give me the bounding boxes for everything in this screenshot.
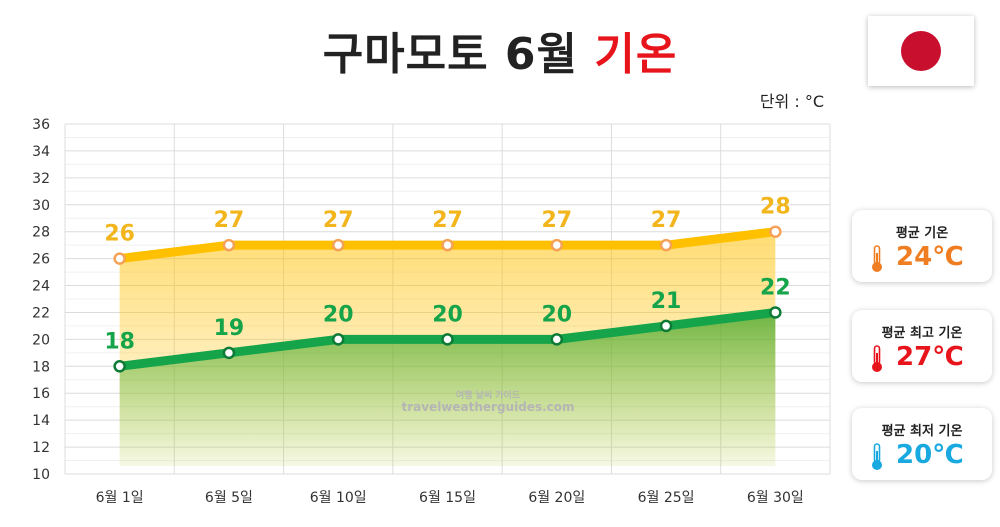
x-tick-label: 6월 30일 [747,490,804,506]
chart-points [113,225,782,373]
low-temp-point [769,306,782,319]
x-tick-label: 6월 20일 [528,490,585,506]
chart-areas [119,231,776,466]
high-temp-data-label: 27 [323,208,354,233]
thermometer-icon [872,245,882,272]
high-temp-point [441,238,454,252]
low-temp-point [113,360,126,373]
high-temp-point [113,252,126,265]
low-temp-point [331,333,345,346]
watermark-line2: travelweatherguides.com [401,400,574,414]
y-tick-label: 18 [32,359,50,375]
max-temp-value: 27℃ [896,342,964,372]
high-temp-data-label: 27 [651,208,682,233]
high-temp-data-label: 27 [214,208,245,233]
high-temp-data-label: 26 [104,222,135,247]
title-accent: 기온 [594,29,678,80]
y-tick-label: 24 [32,279,50,295]
y-tick-label: 20 [32,332,50,348]
flag-red-disc [901,31,941,71]
y-tick-label: 30 [32,198,50,214]
low-temp-data-label: 20 [432,302,463,327]
y-axis: 10 12 14 16 18 20 22 24 26 28 30 32 34 36 [32,117,50,483]
low-temp-point [222,346,236,360]
x-tick-label: 6월 25일 [638,490,695,506]
y-tick-label: 34 [32,144,50,160]
thermometer-icon [872,345,882,372]
x-tick-label: 6월 1일 [96,490,144,506]
thermometer-icon [872,443,882,470]
low-temp-point [659,319,673,333]
avg-temp-card: 평균 기온 24℃ [852,210,992,282]
avg-temp-label: 평균 기온 [895,226,949,241]
min-temp-card: 평균 최저 기온 20℃ [852,408,992,480]
y-tick-label: 26 [32,252,50,268]
x-axis: 6월 1일 6월 5일 6월 10일 6월 15일 6월 20일 6월 25일 6월 30일 [96,490,804,506]
max-temp-label: 평균 최고 기온 [881,326,963,341]
x-tick-label: 6월 5일 [205,490,253,506]
low-temp-area [119,312,776,466]
low-temp-data-label: 18 [104,329,135,354]
avg-temp-value: 24℃ [896,242,964,272]
min-temp-label: 평균 최저 기온 [881,424,963,439]
min-temp-value: 20℃ [896,440,964,470]
high-temp-point [222,238,236,252]
max-temp-card: 평균 최고 기온 27℃ [852,310,992,382]
high-temp-point [769,225,782,238]
y-tick-label: 12 [32,440,50,456]
japan-flag-icon [868,16,974,86]
y-tick-label: 36 [32,117,50,133]
y-tick-label: 28 [32,225,50,241]
y-tick-label: 14 [32,413,50,429]
high-temp-data-label: 28 [760,195,791,220]
low-temp-data-label: 20 [323,302,354,327]
unit-label: 단위 : °C [759,92,824,111]
high-temp-data-label: 27 [541,208,572,233]
x-tick-label: 6월 10일 [310,490,367,506]
watermark-line1: 여행 날씨 가이드 [456,389,521,401]
low-temp-point [441,333,454,346]
low-temp-data-label: 20 [541,302,572,327]
high-temp-point [550,238,564,252]
x-tick-label: 6월 15일 [419,490,476,506]
chart-title: 구마모토 6월 기온 [0,18,1000,82]
low-temp-data-label: 22 [760,275,791,300]
high-temp-point [659,238,673,252]
low-temp-point [550,333,564,346]
y-tick-label: 10 [32,467,50,483]
low-temp-data-label: 19 [214,316,245,341]
y-tick-label: 22 [32,305,50,321]
y-tick-label: 32 [32,171,50,187]
high-temp-data-label: 27 [432,208,463,233]
low-temp-data-label: 21 [651,289,682,314]
high-temp-point [331,238,345,252]
y-tick-label: 16 [32,386,50,402]
chart-data-labels: 26 27 27 27 27 27 28 18 19 20 20 20 21 22 [104,195,790,355]
title-main: 구마모토 6월 [322,29,595,80]
